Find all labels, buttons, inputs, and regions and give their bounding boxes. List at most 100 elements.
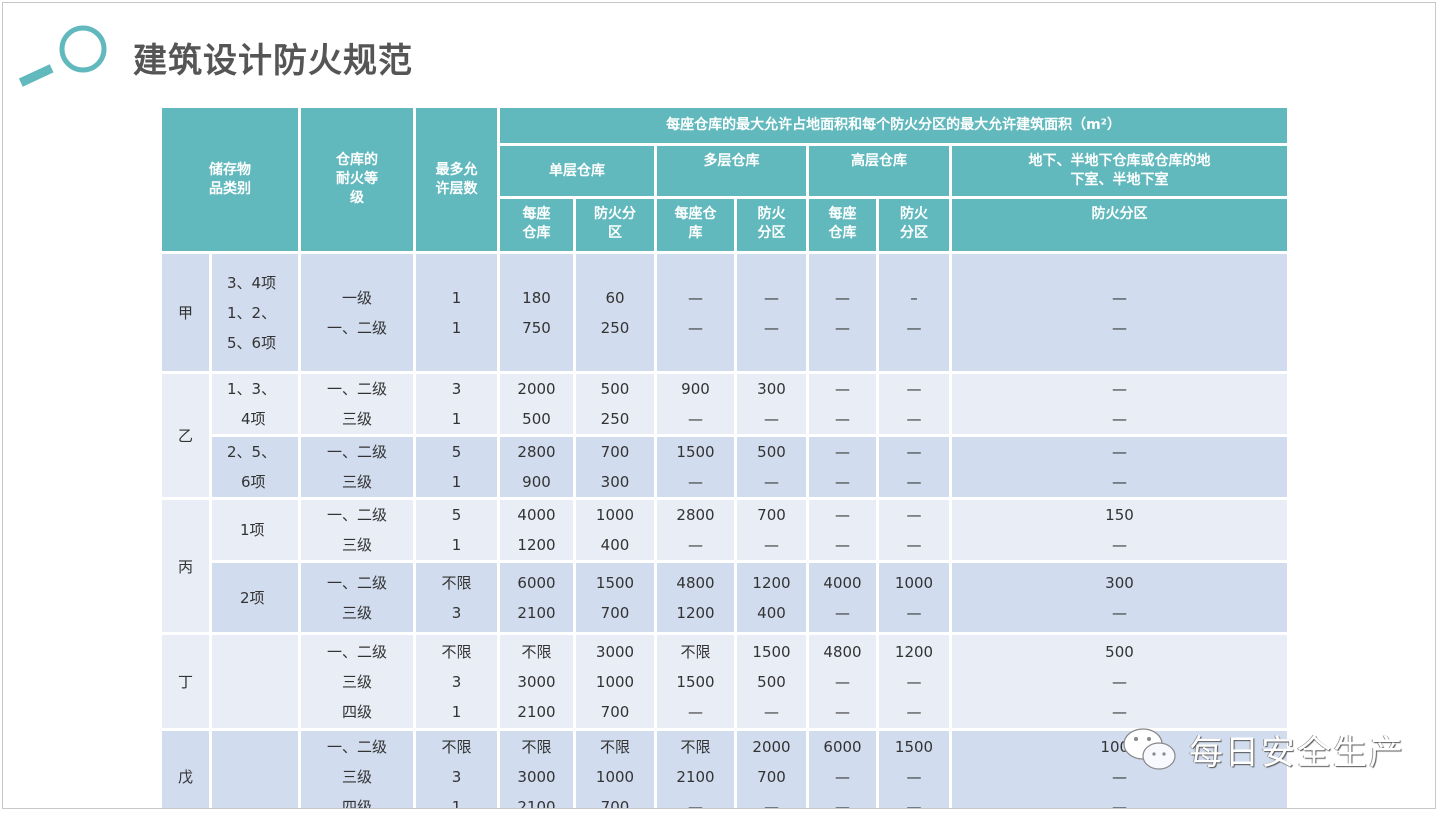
cell-line: 一、二级 — [326, 573, 387, 592]
cell-line: — — [835, 410, 850, 428]
high-each-cell: — — — [806, 371, 879, 437]
header-area-group: 每座仓库的最大允许占地面积和每个防火分区的最大允许建筑面积（m²） — [497, 105, 1290, 146]
table-row: 戊一、二级 三级 四级 不限 3 1 不限 3000 2100 不限 1000 700 不限 2100—2… — [159, 728, 1290, 809]
cell-line: 2、5、 — [227, 443, 277, 461]
multi-zone-cell: 500 — — [734, 434, 809, 500]
cell-line: 不限 — [441, 737, 472, 756]
cell-line: 不限 — [521, 642, 552, 661]
cell-line: — — [835, 536, 850, 554]
cell-line: 四级 — [341, 797, 372, 809]
cell-line: — — [906, 410, 922, 428]
multi-each-cell: — — — [654, 251, 737, 374]
cell-line: 1、2、 — [227, 303, 277, 322]
item-cell: 3、4项 1、2、 5、6项 — [209, 251, 301, 374]
cell-line: 6000 — [823, 737, 862, 756]
cell-line: 1200 — [517, 536, 556, 554]
cell-line: 2000 — [517, 380, 556, 398]
cell-line: 3 — [451, 603, 462, 622]
category-cell: 丁 — [159, 632, 212, 731]
cell-line: — — [764, 410, 779, 428]
cell-line: 150 — [1105, 506, 1134, 524]
high-zone-cell: 1000 — — [876, 560, 952, 635]
cell-line: 1500 — [676, 672, 715, 691]
cell-line: 300 — [600, 473, 630, 491]
grade-cell: 一、二级 三级 四级 — [298, 632, 416, 731]
multi-zone-cell: 700 — — [734, 497, 809, 563]
cell-line: 700 — [757, 506, 786, 524]
table-row: 丙 1项 一、二级 三级 5 1 4000 1200 1000 400 2800—700— — — — —1… — [159, 497, 1290, 635]
cell-line: 一、二级 — [326, 380, 387, 398]
cell-line: — — [906, 506, 922, 524]
cell-line: 不限 — [680, 642, 711, 661]
table-row: 甲 3、4项 1、2、 5、6项 一级 一、二级 1 1 180 750 60 250— — — — — — – —… — [159, 251, 1290, 374]
cell-line: 三级 — [341, 473, 372, 491]
cell-line: — — [688, 702, 703, 721]
multi-zone-cell: 300 — — [734, 371, 809, 437]
header-grade: 仓库的耐火等级 — [298, 105, 416, 254]
wechat-icon — [1123, 727, 1176, 770]
cell-line: 5 — [451, 443, 462, 461]
header-single-each: 每座仓库 — [497, 196, 576, 254]
multi-zone-cell: 1500 500 — — [734, 632, 809, 731]
cell-line: 1500 — [676, 443, 715, 461]
cell-line: 三级 — [341, 672, 372, 691]
cell-line: — — [906, 797, 922, 809]
category-cell: 丙 — [159, 497, 212, 635]
cell-line: 300 — [757, 380, 786, 398]
cell-line: 700 — [600, 603, 630, 622]
cell-line: 250 — [600, 318, 630, 337]
cell-line: 750 — [522, 318, 551, 337]
cell-line: — — [764, 318, 779, 337]
cell-line: 1200 — [894, 642, 934, 661]
table-row: 乙 1、3、 4项 一、二级 三级 3 1 2000 500 500 250 900—300— — — — —… — [159, 371, 1290, 500]
cell-line: 1500 — [752, 642, 791, 661]
cell-line: — — [688, 536, 703, 554]
cell-line: 1 — [451, 288, 462, 307]
item-cell: 1、3、 4项 — [209, 371, 301, 437]
cell-line: — — [764, 288, 779, 307]
grade-cell: 一、二级 三级 — [298, 497, 416, 563]
cell-line: 1 — [451, 410, 462, 428]
cell-line: 3 — [451, 672, 462, 691]
cell-line: — — [906, 536, 922, 554]
single-zone-cell: 1500 700 — [573, 560, 657, 635]
cell-line: 3 — [451, 380, 462, 398]
high-zone-cell: — — — [876, 434, 952, 500]
cell-line: — — [1112, 380, 1127, 398]
cell-line: 一、二级 — [326, 318, 387, 337]
cell-line: 不限 — [521, 737, 552, 756]
single-each-cell: 180 750 — [497, 251, 576, 374]
item-cell — [209, 632, 301, 731]
cell-line: — — [688, 797, 703, 809]
single-zone-cell: 500 250 — [573, 371, 657, 437]
cell-line: 2000 — [752, 737, 791, 756]
cell-line: 不限 — [680, 737, 711, 756]
cell-line: 1 — [451, 536, 462, 554]
cell-line: — — [835, 443, 850, 461]
table-body: 甲 3、4项 1、2、 5、6项 一级 一、二级 1 1 180 750 60 250— — — — — — – —… — [159, 251, 1290, 809]
cell-line: 400 — [757, 603, 786, 622]
header-multi-zone: 防火分区 — [734, 196, 809, 254]
cell-line: 不限 — [441, 573, 472, 592]
cell-line: 1 — [451, 702, 462, 721]
category-cell: 乙 — [159, 371, 212, 500]
cell-line: — — [1112, 288, 1127, 307]
cell-line: — — [835, 318, 850, 337]
magnifier-icon — [18, 25, 107, 87]
item-cell: 2项 — [209, 560, 301, 635]
cell-line: 500 — [522, 410, 551, 428]
page-title: 建筑设计防火规范 — [133, 41, 413, 81]
cell-line: 3000 — [595, 642, 635, 661]
under-zone-cell: — — — [949, 371, 1290, 437]
high-zone-cell: — — — [876, 371, 952, 437]
cell-line: — — [764, 702, 779, 721]
high-each-cell: — — — [806, 251, 879, 374]
cell-line: — — [1112, 797, 1127, 809]
header-under: 地下、半地下仓库或仓库的地下室、半地下室 — [949, 143, 1290, 199]
cell-line: 3000 — [517, 672, 556, 691]
cell-line: — — [1112, 536, 1127, 554]
grade-cell: 一、二级 三级 — [298, 371, 416, 437]
cell-line: 2100 — [676, 767, 715, 786]
single-zone-cell: 700 300 — [573, 434, 657, 500]
cell-line: — — [906, 443, 922, 461]
